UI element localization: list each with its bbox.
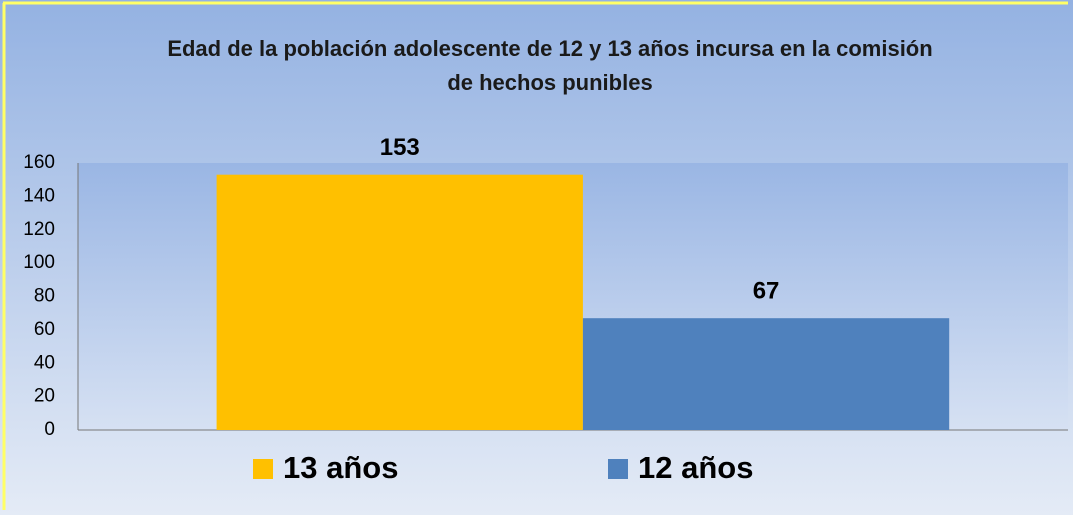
- chart-title: Edad de la población adolescente de 12 y…: [167, 36, 933, 95]
- data-label: 67: [753, 278, 780, 305]
- legend-label: 12 años: [638, 450, 753, 485]
- y-tick-label: 40: [34, 352, 55, 373]
- y-tick-label: 120: [23, 219, 55, 240]
- legend-label: 13 años: [283, 450, 398, 485]
- bar: [216, 174, 583, 430]
- legend-swatch: [253, 459, 273, 479]
- bar: [582, 318, 950, 430]
- y-tick-label: 80: [34, 286, 55, 307]
- data-label: 153: [380, 134, 420, 161]
- y-tick-label: 160: [23, 152, 55, 173]
- y-tick-label: 100: [23, 252, 55, 273]
- y-tick-label: 0: [44, 419, 55, 440]
- y-tick-label: 140: [23, 185, 55, 206]
- y-tick-label: 20: [34, 386, 55, 407]
- y-tick-label: 60: [34, 319, 55, 340]
- legend-swatch: [608, 459, 628, 479]
